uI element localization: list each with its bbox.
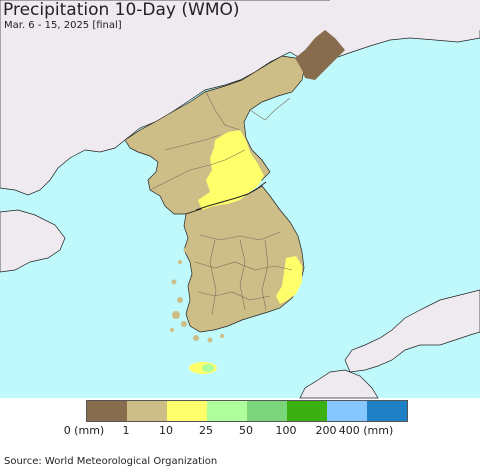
legend-label-1: 1 — [122, 424, 130, 437]
jeju-wet-spot — [202, 364, 214, 372]
source-credit: Source: World Meteorological Organizatio… — [4, 456, 218, 467]
japan-land — [299, 289, 480, 399]
legend-swatch-7 — [367, 401, 407, 421]
map-subtitle: Mar. 6 - 15, 2025 [final] — [4, 20, 122, 31]
russia-coast — [325, 0, 480, 56]
southwest-islands — [170, 247, 224, 343]
legend-label-4: 50 — [239, 424, 253, 437]
legend-label-6: 200 — [315, 424, 337, 437]
dmz-border — [195, 181, 267, 211]
dry-region-northeast — [295, 30, 345, 80]
china-mainland — [0, 0, 480, 196]
province-boundaries — [149, 89, 293, 316]
wet-zone-central — [198, 130, 264, 210]
legend-label-7: 400 (mm) — [338, 424, 394, 437]
legend-label-2: 10 — [159, 424, 173, 437]
legend-color-bar — [86, 400, 408, 422]
map-title: Precipitation 10-Day (WMO) — [3, 0, 240, 20]
legend-swatch-0 — [87, 401, 127, 421]
china-shandong — [0, 209, 66, 273]
wet-zone-southeast — [276, 256, 302, 304]
legend-label-3: 25 — [199, 424, 213, 437]
legend-swatch-1 — [127, 401, 167, 421]
legend-label-0: 0 (mm) — [63, 424, 105, 437]
legend-swatch-5 — [287, 401, 327, 421]
legend-swatch-6 — [327, 401, 367, 421]
legend-label-5: 100 — [275, 424, 297, 437]
legend-swatch-2 — [167, 401, 207, 421]
legend-swatch-4 — [247, 401, 287, 421]
legend-swatch-3 — [207, 401, 247, 421]
